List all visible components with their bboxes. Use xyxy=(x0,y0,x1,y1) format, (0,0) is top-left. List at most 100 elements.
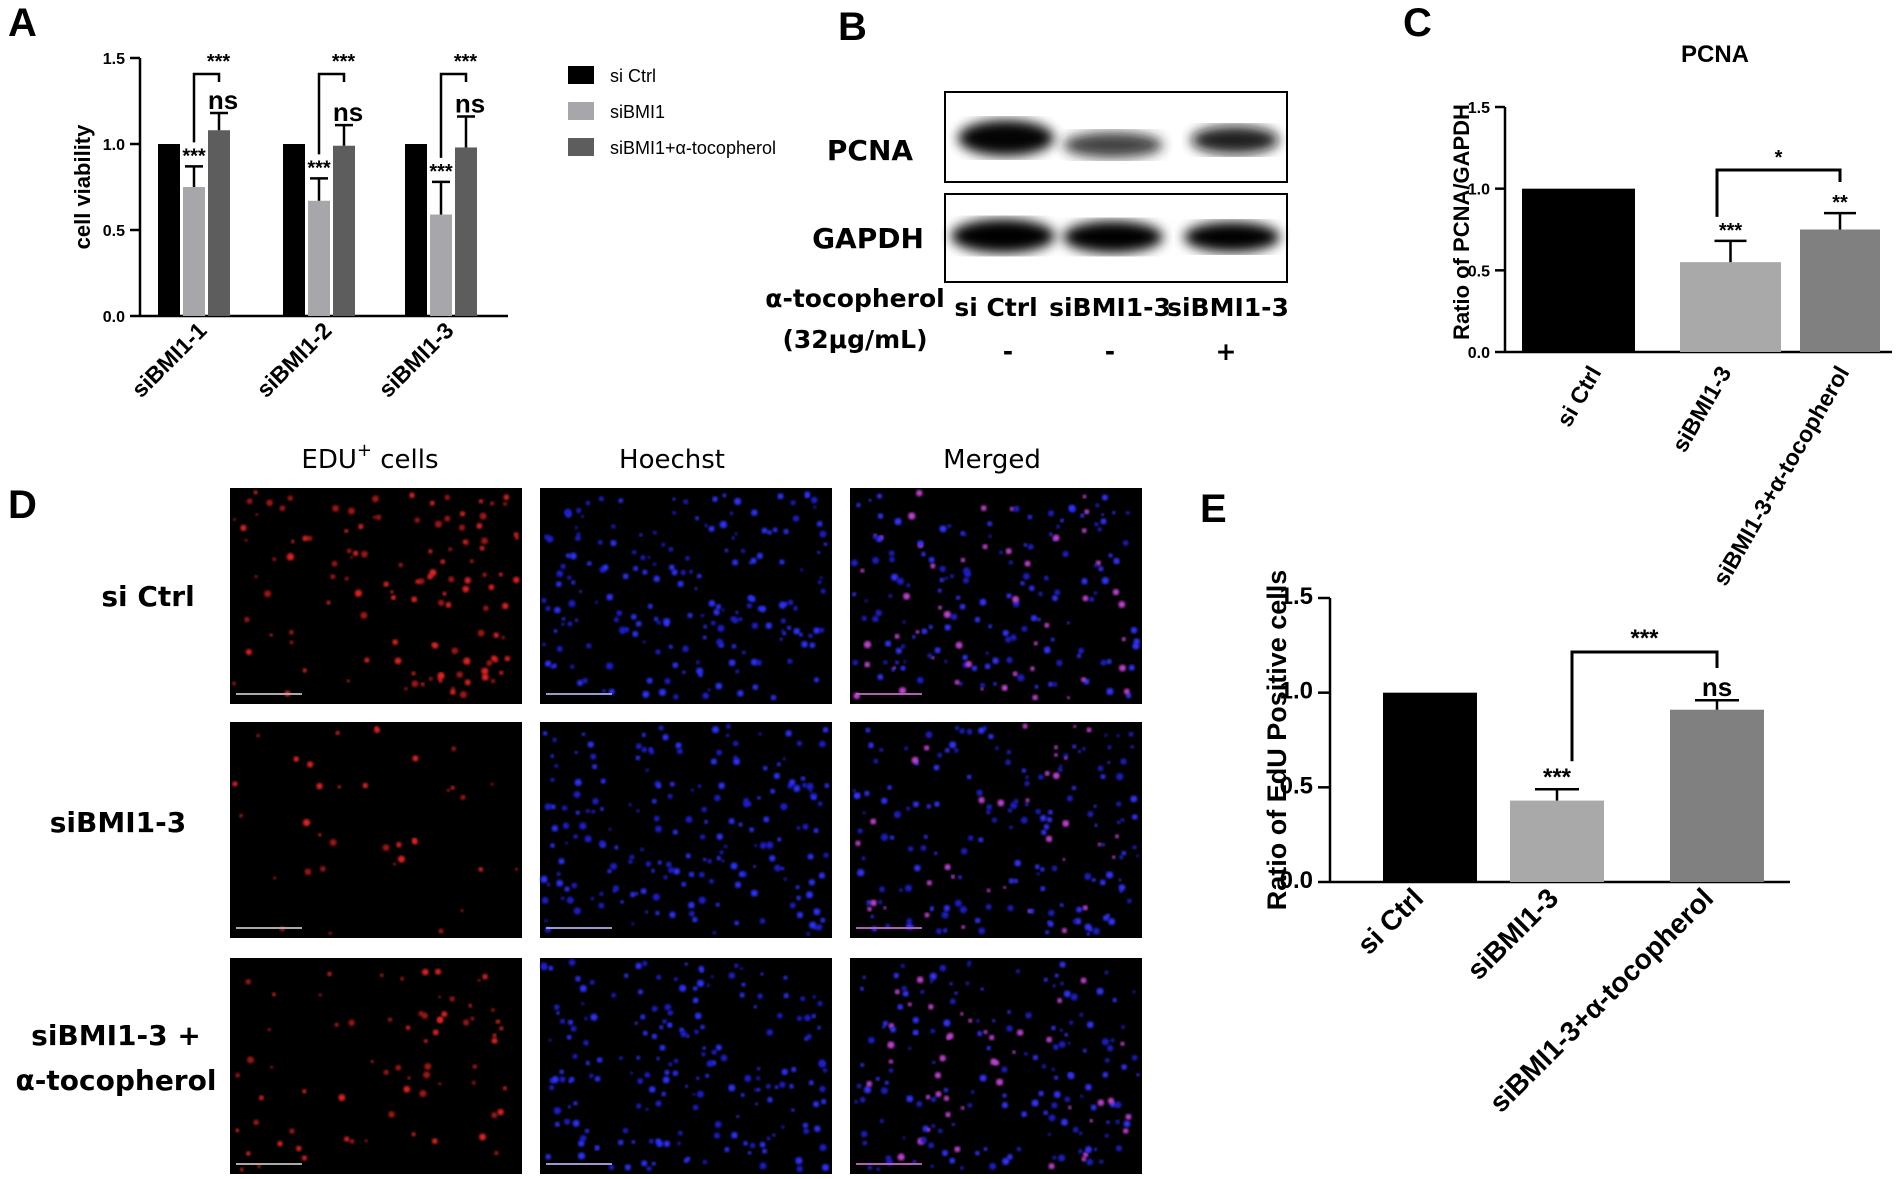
legend-label: si Ctrl xyxy=(610,66,656,86)
bar-e-3 xyxy=(1670,709,1764,882)
ns-label: ns xyxy=(208,85,238,115)
bar-a-2-1 xyxy=(283,144,305,316)
category-label: si Ctrl xyxy=(1351,882,1429,960)
mic-col-edu: EDU+ cells xyxy=(301,440,438,475)
sig-label: *** xyxy=(307,157,331,179)
y-tick-label: 0.5 xyxy=(1280,772,1313,799)
category-label: siBMI1-1 xyxy=(126,317,211,402)
bar-a-2-3 xyxy=(333,145,355,316)
bracket-label: *** xyxy=(332,51,356,73)
pcna-band-3 xyxy=(1191,126,1279,154)
gapdh-band-1 xyxy=(951,219,1055,253)
bar-e-1 xyxy=(1383,692,1477,882)
micrograph-2-2 xyxy=(540,722,832,938)
blot-treatment-2: - xyxy=(1105,337,1115,366)
chart-a-y-axis-label: cell viability xyxy=(70,124,95,249)
y-tick-label: 0.0 xyxy=(103,309,125,326)
western-blot: PCNA GAPDH α-tocopherol (32μg/mL) si Ctr… xyxy=(765,91,1289,366)
y-tick-label: 0.5 xyxy=(103,223,125,240)
legend-label: siBMI1 xyxy=(610,102,665,122)
y-tick-label: 1.0 xyxy=(1468,182,1490,199)
sig-bracket xyxy=(192,72,221,143)
chart-e-y-axis-label: Ratio of EdU Positive cells xyxy=(1262,570,1292,911)
micrograph-3-3 xyxy=(850,958,1142,1174)
sig-bracket xyxy=(317,72,346,155)
bracket-label: *** xyxy=(454,51,478,73)
mic-row-sibmi1-toc-1: siBMI1-3 + xyxy=(31,1019,201,1052)
bar-e-2 xyxy=(1510,800,1604,882)
pcna-band-1 xyxy=(958,120,1054,156)
blot-label-pcna: PCNA xyxy=(827,134,914,167)
mic-row-sibmi1: siBMI1-3 xyxy=(50,806,186,839)
sig-label: *** xyxy=(1543,764,1572,791)
y-tick-label: 0.0 xyxy=(1280,867,1313,894)
y-tick-label: 1.0 xyxy=(103,137,125,154)
legend-swatch xyxy=(568,138,594,156)
sig-label: *** xyxy=(182,145,206,167)
category-label: siBMI1-3 xyxy=(1667,362,1737,457)
mic-col-hoechst: Hoechst xyxy=(619,445,725,475)
panel-label-c: C xyxy=(1403,1,1432,45)
legend-label: siBMI1+α-tocopherol xyxy=(610,138,776,158)
ns-label: ns xyxy=(1702,672,1732,702)
bar-a-3-3 xyxy=(455,147,477,316)
pcna-band-2 xyxy=(1063,132,1163,158)
bar-c-1 xyxy=(1522,188,1635,352)
sig-bracket xyxy=(439,72,468,158)
panel-label-d: D xyxy=(8,483,37,527)
blot-treatment-1: - xyxy=(1003,337,1013,366)
mic-row-sictrl: si Ctrl xyxy=(101,580,194,613)
gapdh-band-2 xyxy=(1063,221,1163,253)
bar-c-3 xyxy=(1800,229,1880,352)
sig-label: *** xyxy=(1719,220,1743,242)
chart-e: 0.0 0.5 1.0 1.5 Ratio of EdU Positive cells… xyxy=(1262,570,1790,1118)
sig-label: ** xyxy=(1832,192,1848,214)
blot-lane-1: si Ctrl xyxy=(954,293,1037,322)
blot-treatment-dose: (32μg/mL) xyxy=(782,325,927,354)
blot-treatment-3: + xyxy=(1216,337,1237,366)
sig-bracket xyxy=(1570,650,1719,762)
chart-a: 0.0 0.5 1.0 1.5 cell viability *** ns *** *** n… xyxy=(70,51,776,402)
bar-a-3-1 xyxy=(405,144,427,316)
bar-a-1-2 xyxy=(183,187,205,316)
y-tick-label: 1.0 xyxy=(1280,678,1313,705)
micrograph-2-1 xyxy=(230,722,522,938)
gapdh-band-3 xyxy=(1184,222,1280,252)
mic-row-sibmi1-toc-2: α-tocopherol xyxy=(16,1064,217,1097)
category-label: siBMI1-3 xyxy=(1461,882,1564,985)
y-tick-label: 1.5 xyxy=(103,51,125,68)
bracket-label: * xyxy=(1775,147,1783,169)
chart-c: PCNA 0.00.51.01.5 Ratio of PCNA/GAPDH **… xyxy=(1449,41,1892,590)
blot-lane-2: siBMI1-3 xyxy=(1049,293,1171,322)
micrograph-1-3 xyxy=(850,488,1142,704)
category-label: si Ctrl xyxy=(1551,362,1606,431)
y-tick-label: 1.5 xyxy=(1468,100,1490,117)
ns-label: ns xyxy=(333,97,363,127)
bracket-label: *** xyxy=(207,51,231,73)
bar-a-2-2 xyxy=(308,200,330,316)
blot-label-gapdh: GAPDH xyxy=(812,222,924,255)
micrograph-2-3 xyxy=(850,722,1142,938)
category-label: siBMI1-3 xyxy=(373,317,458,402)
legend-swatch xyxy=(568,102,594,120)
sig-label: *** xyxy=(429,161,453,183)
panel-label-a: A xyxy=(8,1,37,45)
chart-c-title: PCNA xyxy=(1681,41,1749,68)
y-tick-label: 1.5 xyxy=(1280,583,1313,610)
bar-c-2 xyxy=(1680,262,1781,352)
chart-c-y-axis-label: Ratio of PCNA/GAPDH xyxy=(1449,104,1474,340)
micrograph-1-1 xyxy=(230,488,522,704)
y-tick-label: 0.0 xyxy=(1468,345,1490,362)
sig-bracket xyxy=(1715,168,1842,217)
bar-a-3-2 xyxy=(430,214,452,316)
blot-treatment-label: α-tocopherol xyxy=(765,284,944,313)
category-label: siBMI1-3+α-tocopherol xyxy=(1707,362,1854,590)
panel-label-b: B xyxy=(838,5,867,49)
micrograph-1-2 xyxy=(540,488,832,704)
y-tick-label: 0.5 xyxy=(1468,263,1490,280)
chart-a-legend: si Ctrl siBMI1 siBMI1+α-tocopherol xyxy=(568,66,776,158)
micrograph-3-1 xyxy=(230,958,522,1174)
bracket-label: *** xyxy=(1630,625,1659,652)
microscopy-grid: EDU+ cells Hoechst Merged si Ctrl siBMI1… xyxy=(16,440,1142,1174)
